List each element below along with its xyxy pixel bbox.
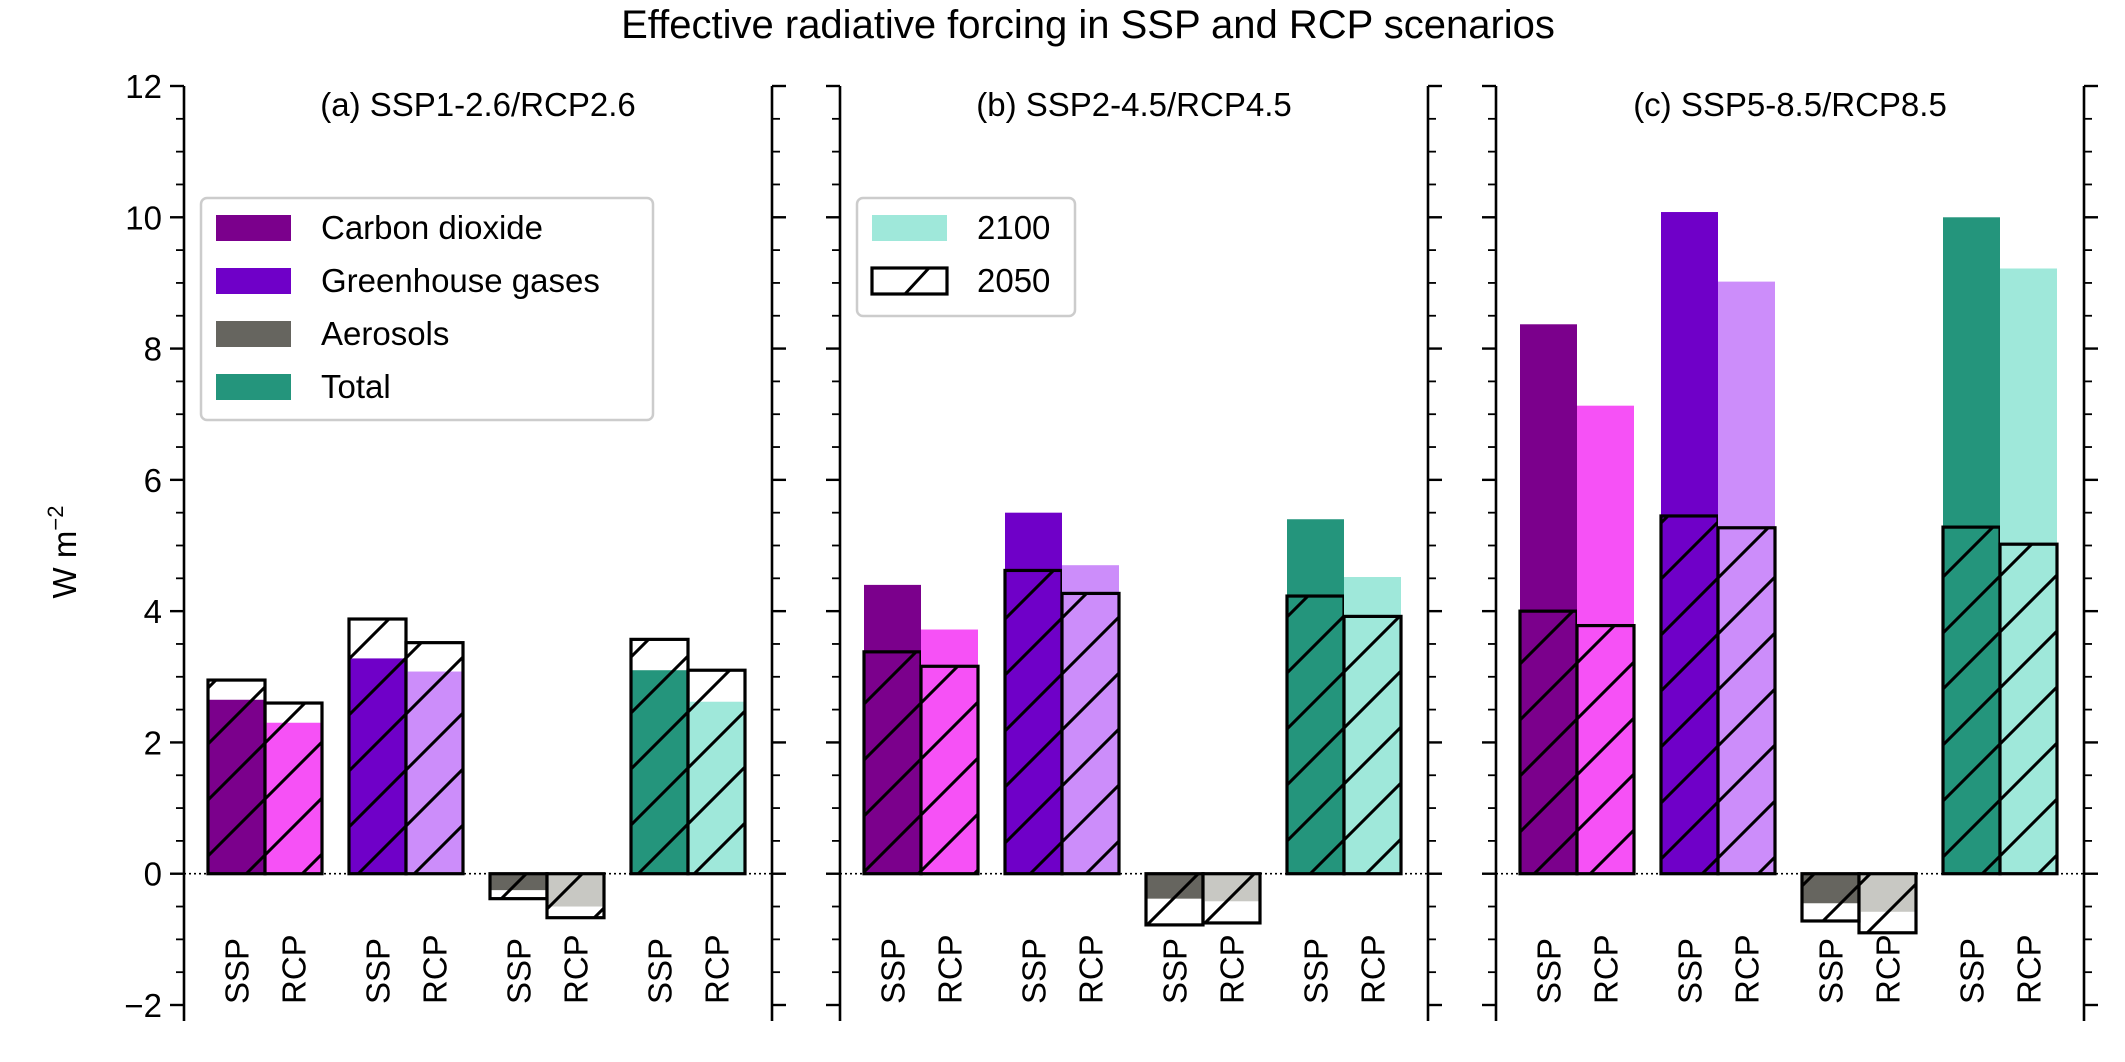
bar-2050-hatch-greenhouse-gases-rcp xyxy=(406,642,463,874)
legend-swatch-carbon-dioxide xyxy=(216,215,291,241)
y-tick-label: −2 xyxy=(124,987,162,1024)
chart-panels: SSP RCP SSP RCP SSP RCP SSP RCP −2 0 2 4 6 8 10 12 (a) S… xyxy=(124,68,2098,1024)
bar-2050-hatch-greenhouse-gases-ssp xyxy=(1005,570,1062,874)
panel-title: (a) SSP1-2.6/RCP2.6 xyxy=(320,86,635,123)
bar-2050-outline-carbon-dioxide-rcp xyxy=(1575,623,1636,876)
scenario-label: RCP xyxy=(417,934,454,1004)
legend-swatch-hatch-line xyxy=(903,266,931,296)
scenario-label: SSP xyxy=(1298,938,1335,1004)
legend-label: 2050 xyxy=(977,262,1050,299)
scenario-label: SSP xyxy=(1531,938,1568,1004)
bar-2050-hatch-total-ssp xyxy=(631,639,688,874)
y-axis-label-unit: W m xyxy=(46,531,83,599)
legend-label: Carbon dioxide xyxy=(321,209,543,246)
y-axis-label-exponent: −2 xyxy=(43,506,68,531)
bar-2050-hatch-aerosols-rcp xyxy=(1203,873,1260,923)
bar-2050-outline-aerosols-rcp xyxy=(1857,872,1918,935)
scenario-label: SSP xyxy=(1157,938,1194,1004)
bar-2050-hatch-total-rcp xyxy=(1344,616,1401,874)
y-tick-label: 4 xyxy=(144,593,162,630)
y-tick-label: 2 xyxy=(144,724,162,761)
bar-2050-hatch-aerosols-rcp xyxy=(1859,873,1916,933)
bar-2050-hatch-carbon-dioxide-ssp xyxy=(864,651,921,874)
scenario-label: SSP xyxy=(1813,938,1850,1004)
scenario-label: RCP xyxy=(2011,934,2048,1004)
bar-2050-hatch-aerosols-ssp xyxy=(1146,873,1203,925)
chart-title: Effective radiative forcing in SSP and R… xyxy=(621,3,1555,47)
y-tick-label: 10 xyxy=(125,199,162,236)
bar-2050-outline-total-rcp xyxy=(1998,542,2059,876)
y-tick-label: 0 xyxy=(144,856,162,893)
bar-2050-hatch-total-ssp xyxy=(1943,527,2000,874)
panel-1: SSP RCP SSP RCP SSP RCP SSP RCP −2 0 2 4 6 8 10 12 (a) S… xyxy=(124,68,786,1024)
bar-2050-outline-greenhouse-gases-rcp xyxy=(404,641,465,876)
bar-2050-outline-greenhouse-gases-rcp xyxy=(1060,591,1121,876)
bar-2050-hatch-total-rcp xyxy=(2000,544,2057,874)
bar-2050-hatch-carbon-dioxide-rcp xyxy=(1577,625,1634,874)
scenario-label: SSP xyxy=(1016,938,1053,1004)
bar-2050-hatch-carbon-dioxide-ssp xyxy=(1520,611,1577,874)
legend-swatch-solid xyxy=(872,215,947,241)
scenario-label: RCP xyxy=(1355,934,1392,1004)
bar-2050-hatch-aerosols-ssp xyxy=(490,873,547,899)
scenario-label: RCP xyxy=(276,934,313,1004)
scenario-label: SSP xyxy=(1672,938,1709,1004)
scenario-label: RCP xyxy=(1214,934,1251,1004)
bar-2050-outline-total-rcp xyxy=(1342,614,1403,876)
legend-categories-frame xyxy=(199,196,655,422)
legend-label: Greenhouse gases xyxy=(321,262,600,299)
bar-2050-hatch-aerosols-rcp xyxy=(547,873,604,918)
y-tick-label: 12 xyxy=(125,68,162,105)
scenario-label: RCP xyxy=(1588,934,1625,1004)
scenario-label: RCP xyxy=(1729,934,1766,1004)
panel-2: SSP RCP SSP RCP SSP RCP SSP RCP (b) SSP2-4.5/RCP… xyxy=(826,84,1442,1021)
bar-2050-hatch-total-rcp xyxy=(688,670,745,874)
legend-swatch-total xyxy=(216,374,291,400)
scenario-label: RCP xyxy=(1870,934,1907,1004)
panel-3: SSP RCP SSP RCP SSP RCP SSP RCP (c) SSP5-8.5/RCP… xyxy=(1482,84,2098,1021)
scenario-label: RCP xyxy=(699,934,736,1004)
bar-2050-outline-carbon-dioxide-rcp xyxy=(263,701,324,876)
bar-2050-hatch-carbon-dioxide-ssp xyxy=(208,680,265,874)
bar-2050-outline-carbon-dioxide-rcp xyxy=(919,664,980,876)
bar-2050-outline-greenhouse-gases-rcp xyxy=(1716,526,1777,876)
scenario-label: SSP xyxy=(219,938,256,1004)
panel-title: (c) SSP5-8.5/RCP8.5 xyxy=(1633,86,1947,123)
legend-swatch-greenhouse-gases xyxy=(216,268,291,294)
scenario-label: SSP xyxy=(642,938,679,1004)
bar-2050-hatch-greenhouse-gases-rcp xyxy=(1062,593,1119,874)
bar-2050-hatch-total-ssp xyxy=(1287,596,1344,874)
bar-2050-hatch-carbon-dioxide-rcp xyxy=(921,666,978,874)
panel-title: (b) SSP2-4.5/RCP4.5 xyxy=(976,86,1291,123)
bar-2050-hatch-greenhouse-gases-rcp xyxy=(1718,527,1775,874)
bar-2050-hatch-aerosols-ssp xyxy=(1802,873,1859,921)
legend-swatch-aerosols xyxy=(216,321,291,347)
scenario-label: SSP xyxy=(875,938,912,1004)
y-tick-label: 8 xyxy=(144,331,162,368)
scenario-label: RCP xyxy=(558,934,595,1004)
legend-categories: Carbon dioxide Greenhouse gases Aerosols To… xyxy=(199,196,655,422)
bar-2050-outline-aerosols-rcp xyxy=(545,872,606,920)
scenario-label: RCP xyxy=(1073,934,1110,1004)
y-axis-label: W m−2 xyxy=(43,506,83,599)
legend-label: 2100 xyxy=(977,209,1050,246)
bar-2050-hatch-carbon-dioxide-rcp xyxy=(265,703,322,874)
bar-2050-hatch-greenhouse-gases-ssp xyxy=(1661,515,1718,874)
bar-2050-hatch-greenhouse-gases-ssp xyxy=(349,619,406,874)
scenario-label: SSP xyxy=(360,938,397,1004)
legend-label: Total xyxy=(321,368,391,405)
legend-years: 2100 2050 xyxy=(855,196,1077,318)
scenario-label: SSP xyxy=(1954,938,1991,1004)
y-tick-label: 6 xyxy=(144,462,162,499)
legend-label: Aerosols xyxy=(321,315,449,352)
scenario-label: RCP xyxy=(932,934,969,1004)
scenario-label: SSP xyxy=(501,938,538,1004)
bar-2050-outline-total-rcp xyxy=(686,668,747,876)
bar-2050-outline-aerosols-rcp xyxy=(1201,872,1262,925)
